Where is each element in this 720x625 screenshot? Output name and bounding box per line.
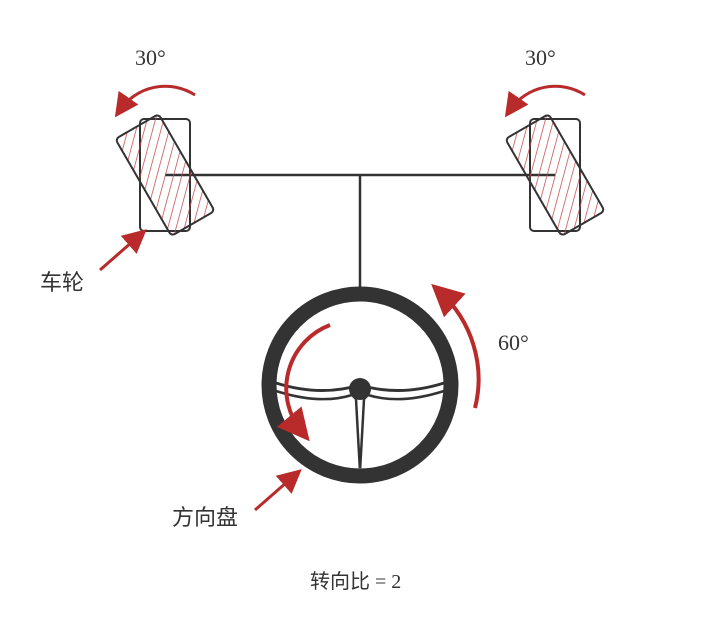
wheel-label-arrow — [100, 235, 140, 270]
right-wheel-arc-arrow — [510, 86, 585, 110]
wheel-label: 车轮 — [40, 265, 84, 297]
steering-label-arrow — [255, 475, 295, 510]
steering-inner-arrow — [286, 325, 330, 432]
steering-label: 方向盘 — [172, 500, 238, 532]
caption: 转向比 = 2 — [310, 565, 401, 594]
left-angle-label: 30° — [135, 45, 166, 71]
right-angle-label: 30° — [525, 45, 556, 71]
steering-diagram — [0, 0, 720, 625]
steering-angle-label: 60° — [498, 330, 529, 356]
steering-wheel — [262, 287, 458, 483]
left-wheel-arc-arrow — [120, 86, 195, 110]
